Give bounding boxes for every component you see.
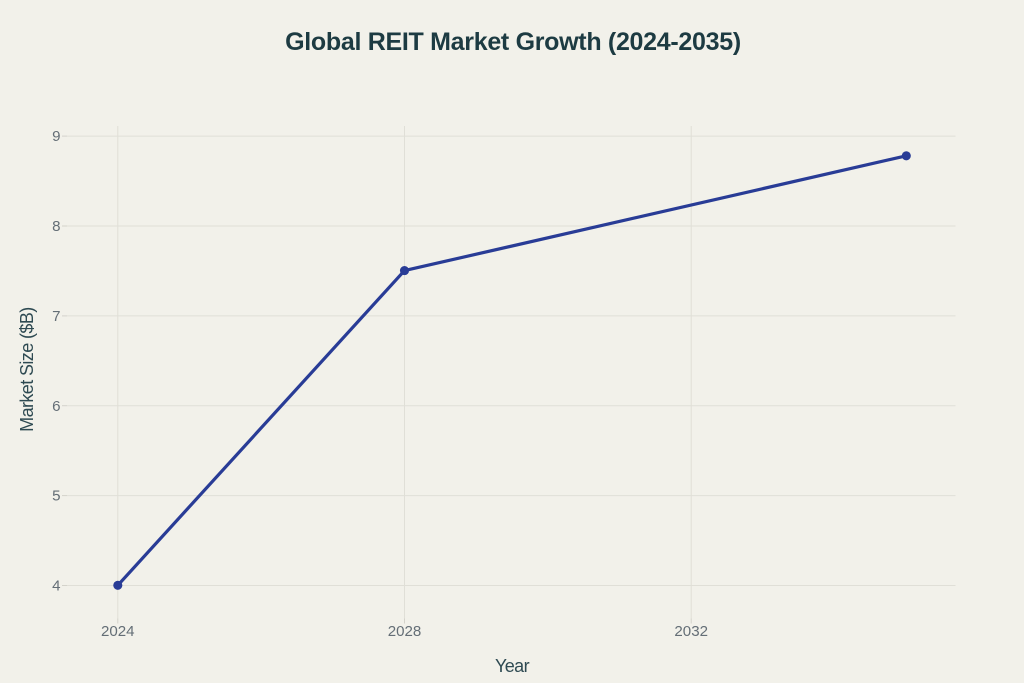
svg-text:Global REIT Market Growth (202: Global REIT Market Growth (2024-2035) [285,28,741,56]
svg-text:2028: 2028 [388,623,422,640]
svg-text:6: 6 [52,398,60,415]
svg-text:Year: Year [495,656,530,676]
svg-text:Market Size ($B): Market Size ($B) [17,307,37,431]
svg-text:2032: 2032 [674,623,708,640]
svg-text:2024: 2024 [101,623,135,640]
svg-text:7: 7 [52,308,60,325]
svg-text:9: 9 [52,128,60,145]
svg-text:5: 5 [52,488,60,505]
svg-text:4: 4 [52,578,60,595]
svg-text:8: 8 [52,218,60,235]
